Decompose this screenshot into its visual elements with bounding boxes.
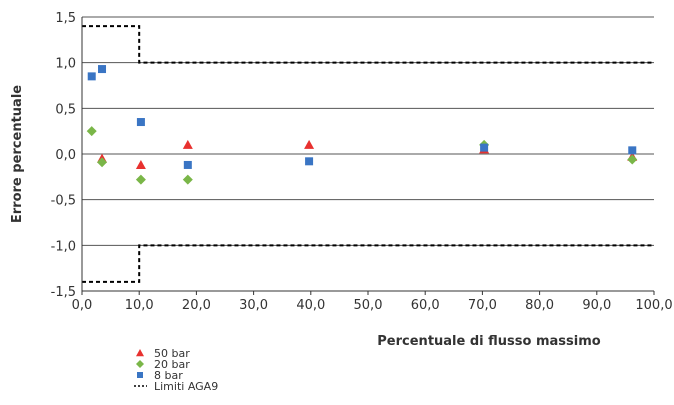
- legend-marker-50-bar: [136, 349, 144, 357]
- point-8-bar: [305, 157, 314, 166]
- legend-label: 20 bar: [154, 358, 190, 371]
- x-tick-label: 80,0: [525, 298, 554, 313]
- aga9-limit-lines: [82, 25, 654, 283]
- y-tick-label: 1,5: [55, 11, 76, 26]
- y-tick-label: -0,5: [51, 194, 76, 209]
- point-20-bar: [135, 174, 146, 185]
- legend-label: 50 bar: [154, 347, 190, 360]
- point-8-bar: [136, 118, 145, 127]
- y-tick-label: 1,0: [55, 57, 76, 72]
- x-tick-label: 0,0: [72, 298, 93, 313]
- x-tick-label: 100,0: [635, 298, 672, 313]
- legend-marker-8-bar: [137, 372, 143, 378]
- x-axis-title: Percentuale di flusso massimo: [377, 334, 600, 349]
- x-tick-label: 40,0: [296, 298, 325, 313]
- axes: [81, 17, 655, 295]
- point-8-bar: [98, 65, 107, 74]
- point-20-bar: [97, 157, 108, 168]
- legend-label: Limiti AGA9: [154, 380, 218, 393]
- point-50-bar: [135, 159, 146, 169]
- legend-label: 8 bar: [154, 369, 183, 382]
- point-50-bar: [304, 139, 315, 149]
- point-50-bar: [182, 139, 193, 149]
- data-points: [86, 65, 638, 185]
- x-tick-label: 60,0: [411, 298, 440, 313]
- x-tick-label: 70,0: [468, 298, 497, 313]
- point-20-bar: [182, 174, 193, 185]
- x-tick-label: 10,0: [125, 298, 154, 313]
- point-20-bar: [86, 126, 97, 137]
- y-tick-label: 0,5: [55, 102, 76, 117]
- point-8-bar: [183, 160, 192, 169]
- upper-limit-line: [82, 25, 654, 64]
- tick-labels: 1,51,00,50,0-0,5-1,0-1,50,0 10,0 20,0 30,0 4…: [51, 11, 673, 313]
- x-tick-label: 50,0: [354, 298, 383, 313]
- y-tick-label: 0,0: [55, 148, 76, 163]
- point-8-bar: [480, 143, 489, 152]
- lower-limit-line: [82, 244, 654, 283]
- legend-marker-20-bar: [136, 360, 144, 368]
- y-tick-label: -1,5: [51, 285, 76, 300]
- y-tick-label: -1,0: [51, 239, 76, 254]
- point-20-bar: [627, 154, 638, 165]
- y-axis-title: Errore percentuale: [10, 85, 25, 223]
- point-8-bar: [628, 146, 637, 155]
- gridlines: [82, 16, 654, 292]
- x-tick-label: 30,0: [239, 298, 268, 313]
- x-tick-label: 20,0: [182, 298, 211, 313]
- x-tick-label: 90,0: [582, 298, 611, 313]
- point-8-bar: [87, 72, 96, 81]
